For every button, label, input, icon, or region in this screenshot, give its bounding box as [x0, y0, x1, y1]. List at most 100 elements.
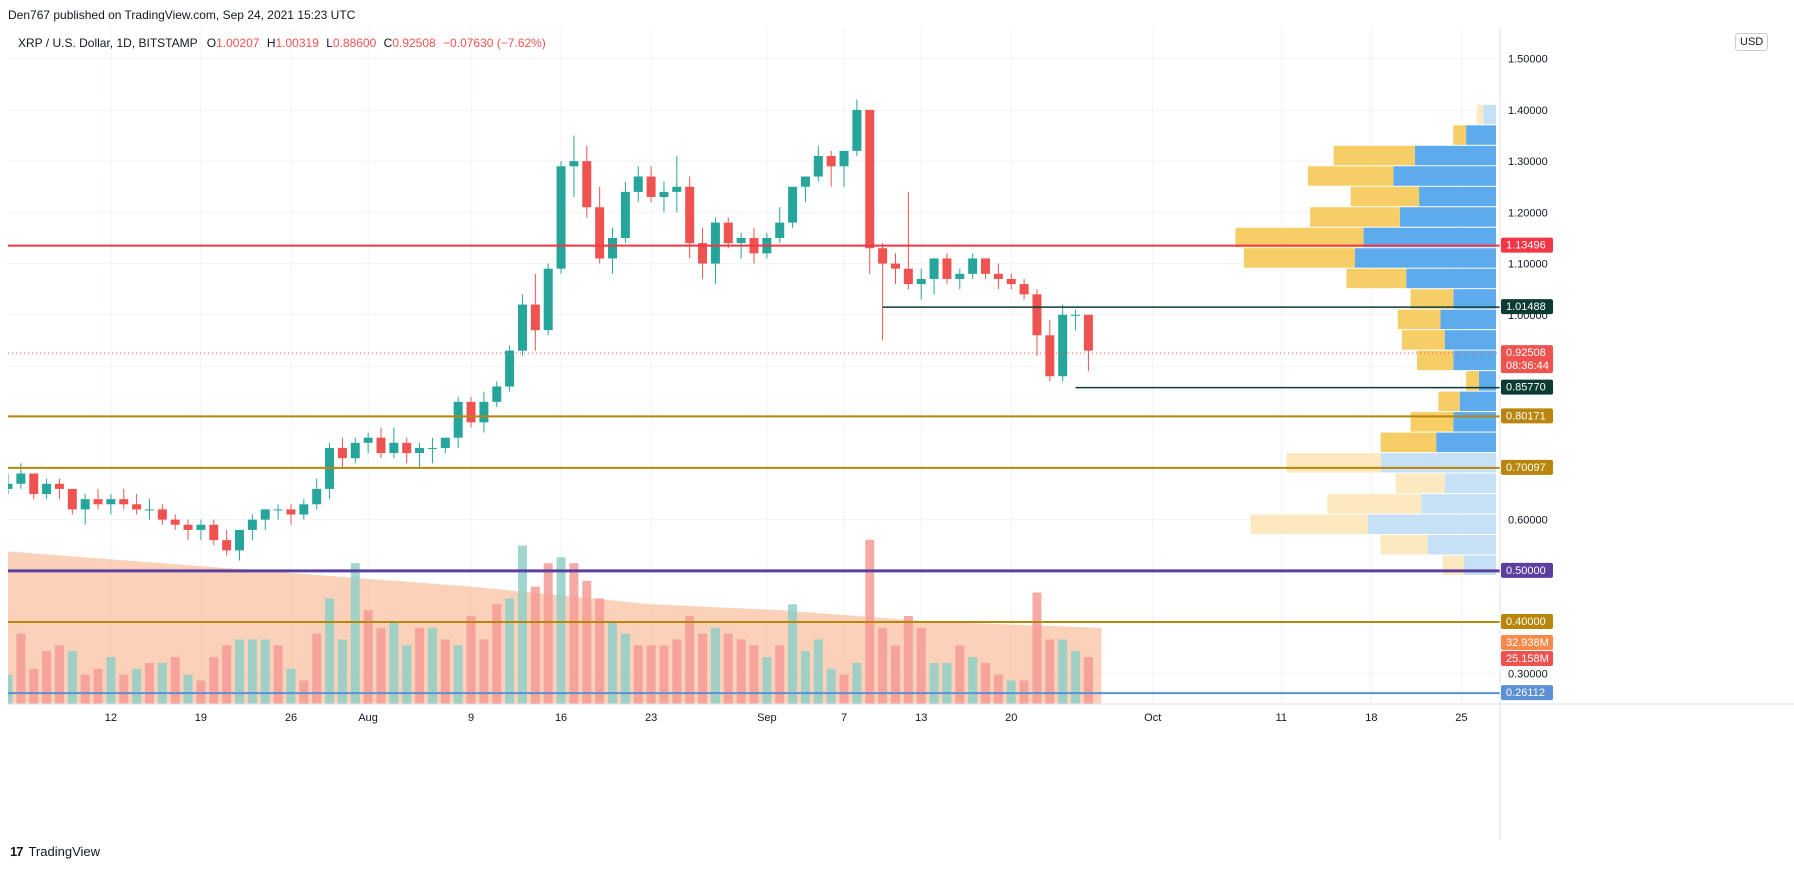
candle-body — [723, 222, 733, 244]
candle-body — [1045, 335, 1055, 377]
volume-bar — [620, 633, 630, 704]
volume-profile-up-bar — [1427, 535, 1496, 555]
volume-profile-up-bar — [1440, 309, 1496, 330]
volume-bar — [1071, 651, 1081, 704]
volume-profile-up-bar — [1399, 207, 1496, 227]
candle-body — [659, 191, 669, 197]
volume-profile-down-bar — [1476, 104, 1484, 125]
candle-body — [247, 519, 257, 530]
candle-body — [286, 509, 296, 515]
price-chart[interactable]: 1.500001.400001.300001.200001.100001.000… — [8, 28, 1794, 840]
low-value: 0.88600 — [332, 36, 377, 50]
candle-body — [376, 437, 386, 454]
volume-bar — [1032, 592, 1042, 704]
volume-profile-down-bar — [1346, 268, 1407, 289]
currency-button[interactable]: USD — [1735, 33, 1769, 51]
candle-body — [620, 191, 630, 238]
volume-bar — [685, 616, 695, 704]
candle-body — [543, 268, 553, 331]
candle-body — [157, 509, 167, 520]
last-price-label: 0.92508 — [1506, 347, 1546, 359]
candle-body — [942, 258, 952, 279]
candle-body — [505, 350, 515, 387]
x-tick-label: 7 — [841, 712, 847, 724]
volume-bar — [646, 645, 656, 704]
high-value: 1.00319 — [275, 36, 319, 50]
volume-profile-up-bar — [1466, 125, 1496, 145]
volume-bar — [273, 645, 283, 704]
candle-body — [788, 186, 798, 223]
candle-body — [132, 504, 142, 510]
candle-body — [196, 524, 206, 530]
volume-profile-down-bar — [1333, 145, 1415, 166]
volume-bar — [1083, 657, 1093, 704]
candle-body — [222, 540, 232, 551]
volume-profile-up-bar — [1380, 453, 1496, 473]
level-price-label: 0.50000 — [1506, 565, 1546, 577]
volume-profile-up-bar — [1414, 145, 1496, 166]
candle-body — [582, 161, 592, 208]
x-tick-label: 16 — [555, 712, 567, 724]
y-tick-label: 0.60000 — [1508, 515, 1548, 527]
candle-body — [903, 268, 913, 285]
level-price-label-bg — [1501, 614, 1553, 630]
volume-bar — [878, 627, 888, 704]
volume-profile-down-bar — [1350, 186, 1420, 207]
volume-bar — [955, 645, 965, 704]
tradingview-logo-text: TradingView — [28, 844, 101, 859]
volume-bar — [42, 651, 52, 704]
last-price-label-bg — [1501, 345, 1553, 374]
volume-profile-down-bar — [1327, 494, 1422, 514]
candle-body — [1071, 314, 1081, 316]
candle-body — [955, 273, 965, 279]
volume-profile-down-bar — [1310, 207, 1400, 227]
candle-body — [54, 483, 64, 489]
volume-profile-up-bar — [1367, 514, 1496, 534]
candle-body — [183, 524, 193, 530]
volume-bar — [852, 662, 862, 704]
candle-body — [633, 176, 643, 192]
volume-value-label-bg — [1501, 651, 1553, 666]
level-price-label-bg — [1501, 459, 1553, 475]
volume-profile-up-bar — [1453, 289, 1496, 309]
candle-body — [852, 109, 862, 151]
x-tick-label: 19 — [195, 712, 207, 724]
candle-body — [273, 509, 283, 511]
volume-bar — [569, 563, 579, 704]
volume-profile-down-bar — [1438, 391, 1460, 412]
candle-body — [736, 237, 746, 244]
y-tick-label: 1.20000 — [1508, 207, 1548, 219]
volume-profile-up-bar — [1436, 432, 1496, 453]
volume-bar — [93, 668, 103, 704]
level-price-label: 1.13496 — [1506, 240, 1546, 252]
volume-profile-down-bar — [1410, 289, 1454, 309]
volume-profile-down-bar — [1286, 453, 1381, 473]
candle-body — [1058, 314, 1068, 377]
candle-body — [878, 248, 888, 264]
candle-body — [389, 442, 399, 454]
volume-bar — [363, 610, 373, 704]
tradingview-logo[interactable]: 17 TradingView — [10, 844, 100, 859]
volume-profile-up-bar — [1355, 248, 1496, 268]
y-tick-label: 1.50000 — [1508, 54, 1548, 66]
close-value: 0.92508 — [392, 36, 436, 50]
volume-profile-up-bar — [1444, 473, 1496, 494]
volume-profile-up-bar — [1483, 104, 1496, 125]
x-tick-label: Oct — [1144, 712, 1161, 724]
volume-bar — [157, 662, 167, 704]
volume-profile-down-bar — [1410, 412, 1454, 432]
candle-body — [453, 401, 463, 438]
volume-bar — [762, 657, 772, 704]
candle-body — [929, 258, 939, 279]
volume-profile-up-bar — [1421, 494, 1496, 514]
x-tick-label: 9 — [468, 712, 474, 724]
chart-area[interactable]: 1.50000 1.40000 1.30000 1.20000 1.10000 1.000… — [8, 28, 1794, 840]
level-price-label-bg — [1501, 408, 1553, 424]
volume-profile-down-bar — [1380, 432, 1437, 453]
volume-bar — [54, 645, 64, 704]
candle-body — [968, 258, 978, 274]
open-label: O — [206, 36, 217, 50]
candle-body — [1006, 278, 1016, 285]
volume-bar — [517, 545, 527, 704]
x-tick-label: 26 — [285, 712, 297, 724]
